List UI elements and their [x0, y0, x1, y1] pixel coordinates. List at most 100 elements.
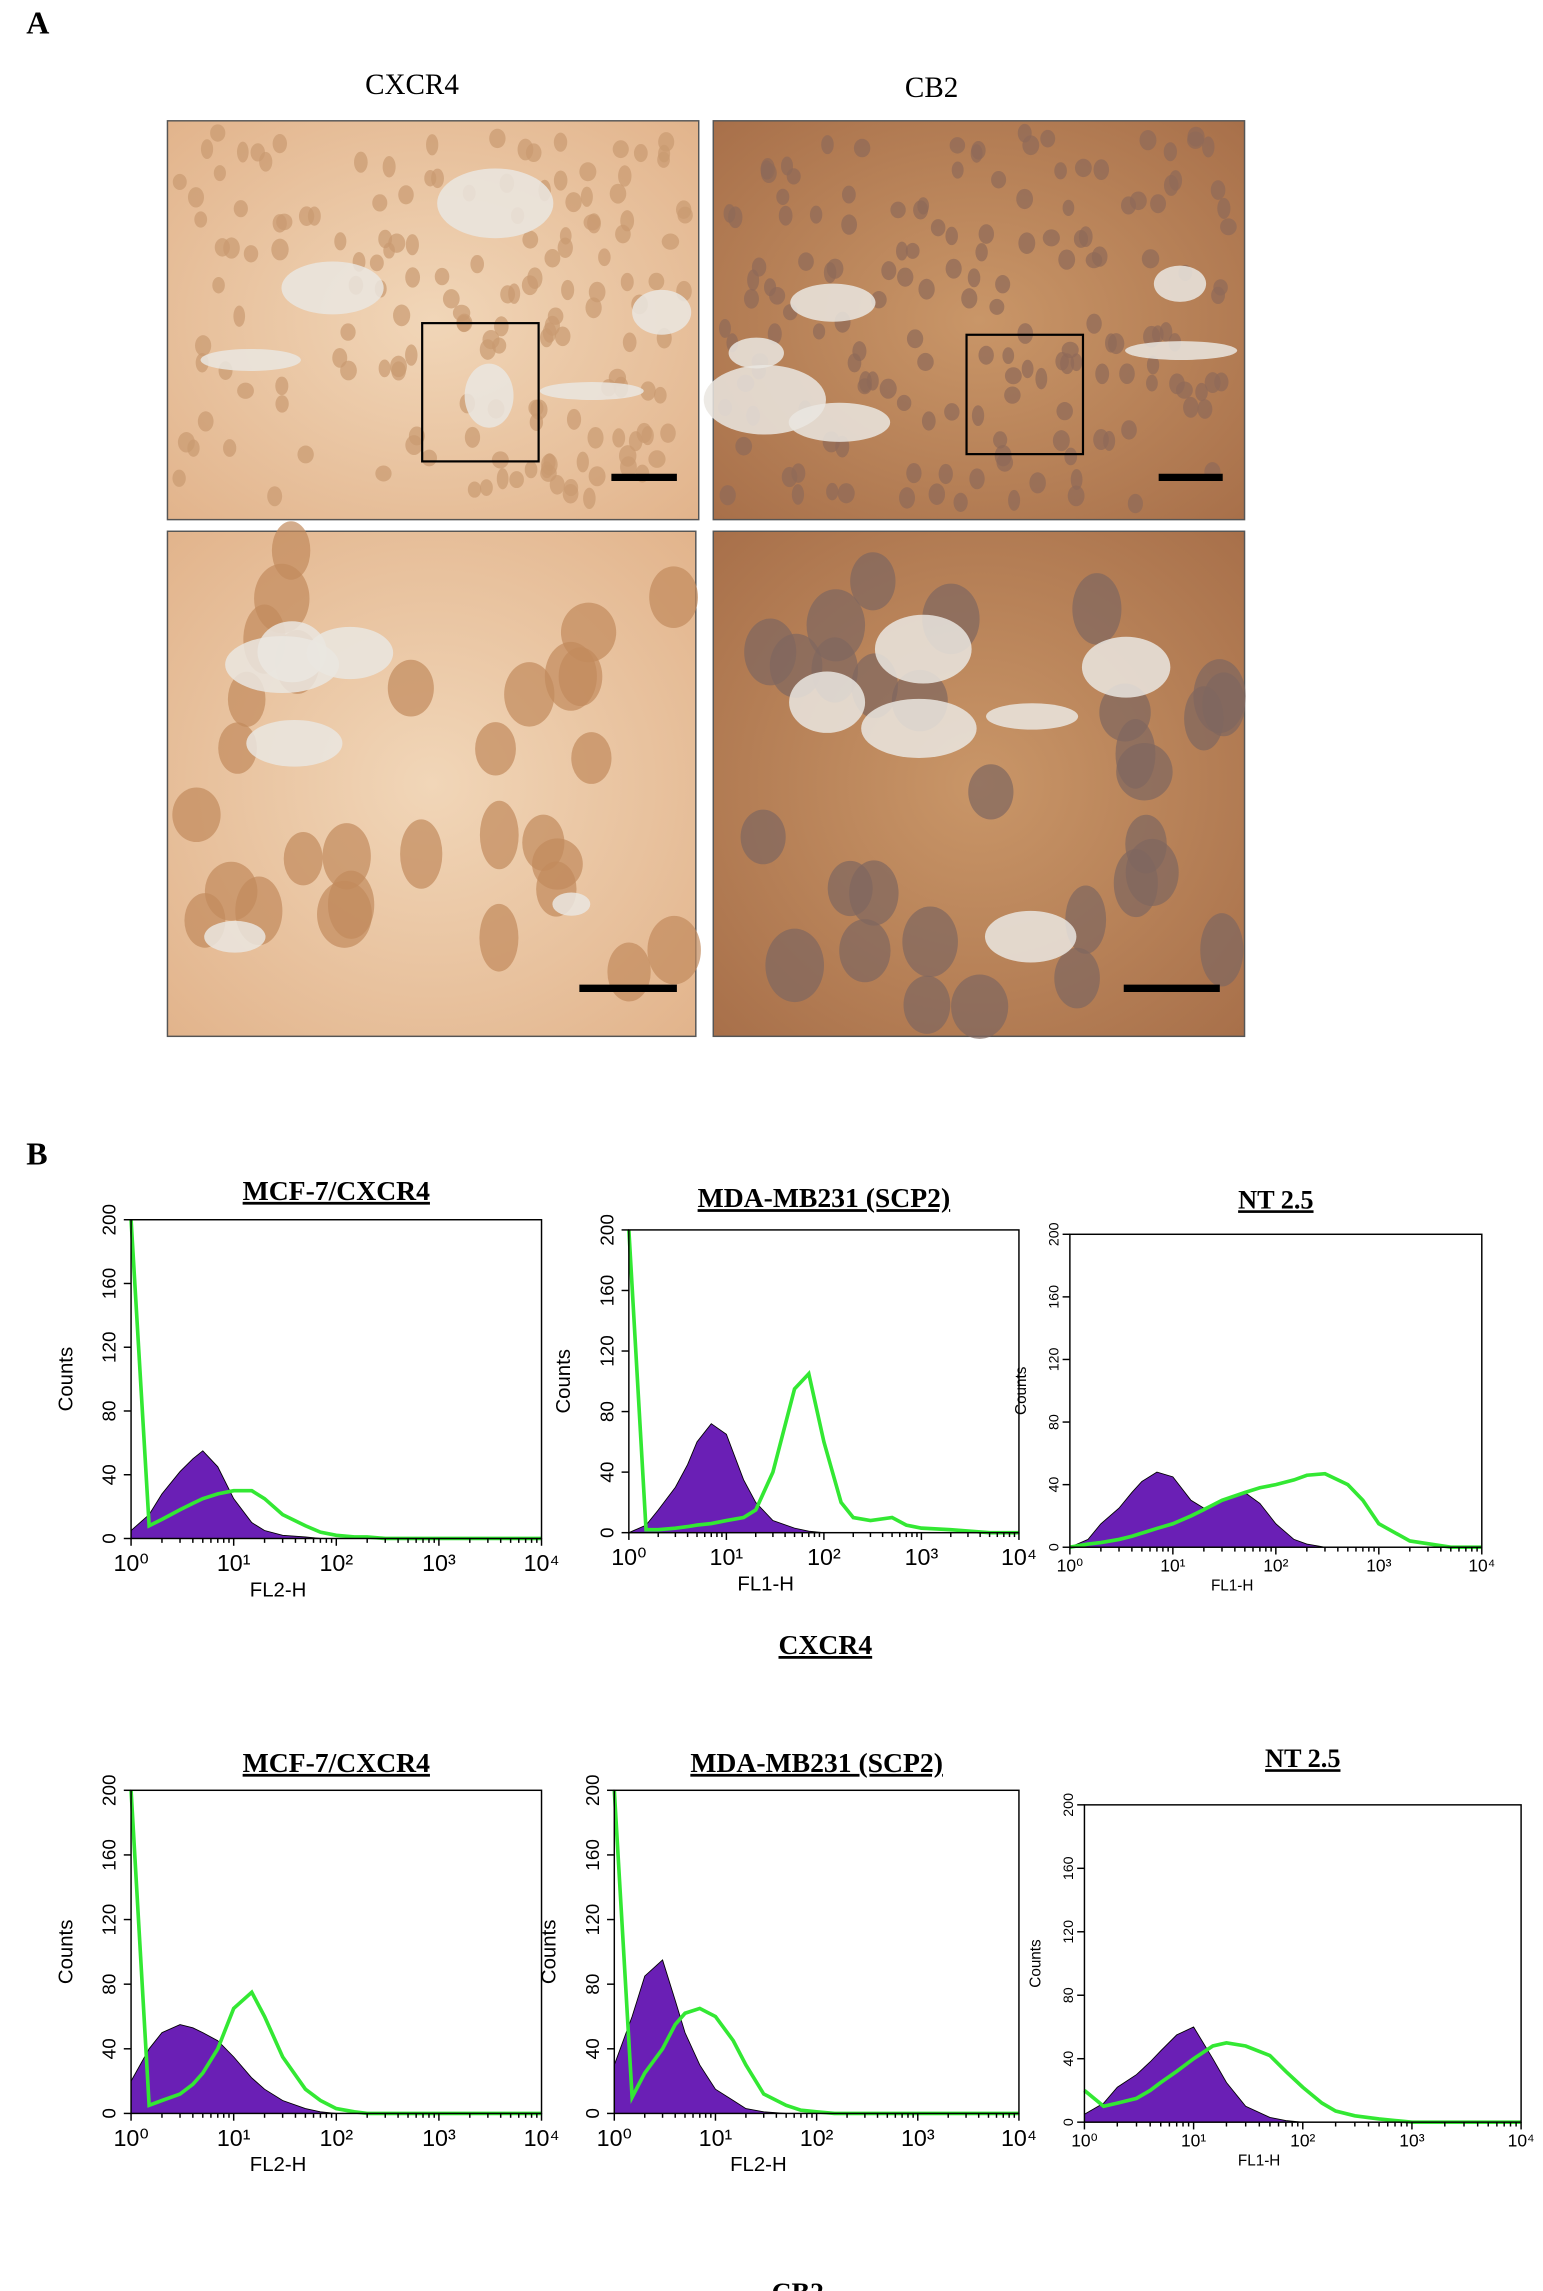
- cell-nucleus: [562, 483, 579, 504]
- cell-nucleus: [837, 483, 855, 504]
- panel-label: A: [26, 5, 49, 41]
- x-tick-label: 10²: [1290, 2130, 1315, 2150]
- cell-nucleus: [400, 819, 443, 889]
- cell-nucleus: [994, 444, 1012, 467]
- image-label: CXCR4: [365, 69, 459, 101]
- micrographs: [166, 120, 1246, 1039]
- cell-nucleus: [1202, 136, 1215, 158]
- histogram-line: [1069, 1471, 1482, 1550]
- cell-nucleus: [978, 345, 994, 365]
- cell-nucleus: [1058, 249, 1076, 270]
- cell-nucleus: [479, 339, 496, 360]
- cell-nucleus: [494, 316, 509, 337]
- cell-nucleus: [236, 141, 249, 163]
- cell-nucleus: [585, 297, 602, 319]
- x-tick-label: 10⁴: [524, 1550, 560, 1576]
- cell-nucleus: [580, 186, 593, 207]
- cell-nucleus: [648, 450, 666, 468]
- cell-nucleus: [765, 928, 825, 1003]
- y-tick-label: 120: [583, 1904, 604, 1936]
- cell-nucleus: [588, 466, 606, 487]
- x-tick-label: 10¹: [710, 1544, 744, 1570]
- x-tick-label: 10²: [800, 2125, 834, 2151]
- stroma: [1081, 636, 1171, 698]
- cell-nucleus: [218, 722, 257, 774]
- y-tick-label: 80: [100, 1974, 121, 1995]
- y-tick-label: 0: [597, 1527, 618, 1538]
- cell-nucleus: [283, 832, 323, 886]
- cell-nucleus: [1143, 325, 1161, 348]
- cell-nucleus: [172, 469, 186, 487]
- cell-nucleus: [271, 238, 289, 261]
- chart-title: NT 2.5: [1238, 1185, 1313, 1214]
- group-label: CB2: [772, 2277, 824, 2291]
- cell-nucleus: [576, 451, 589, 473]
- x-tick-label: 10¹: [217, 2125, 251, 2151]
- stroma: [246, 719, 343, 767]
- cell-nucleus: [938, 463, 953, 485]
- x-tick-label: 10²: [319, 2125, 353, 2151]
- cell-nucleus: [553, 132, 568, 152]
- x-tick-label: 10³: [901, 2125, 935, 2151]
- cell-nucleus: [778, 205, 793, 226]
- cell-nucleus: [528, 399, 544, 417]
- cell-nucleus: [812, 323, 826, 340]
- cell-nucleus: [1070, 468, 1083, 490]
- cell-nucleus: [821, 135, 834, 155]
- cell-nucleus: [398, 185, 414, 205]
- x-axis-label: FL2-H: [730, 2154, 787, 2176]
- cell-nucleus: [809, 205, 823, 224]
- y-tick-label: 80: [1046, 1414, 1062, 1430]
- cell-nucleus: [619, 445, 637, 467]
- cell-nucleus: [405, 234, 419, 256]
- y-tick-label: 200: [100, 1204, 121, 1236]
- cell-nucleus: [405, 344, 418, 366]
- y-tick-label: 40: [100, 2038, 121, 2059]
- x-tick-label: 10³: [905, 1544, 939, 1570]
- cell-nucleus: [588, 281, 606, 303]
- cell-nucleus: [372, 194, 388, 212]
- y-axis-label: Counts: [539, 1920, 561, 1985]
- cell-nucleus: [1055, 352, 1069, 371]
- histogram-chart: NT 2.5 0 40 80 120 160 200 10⁰ 10¹ 10² 10³ 10⁴ FL1-H…: [1013, 1185, 1495, 1594]
- cell-nucleus: [1035, 367, 1048, 390]
- cell-nucleus: [995, 275, 1011, 294]
- cell-nucleus: [491, 451, 509, 469]
- cell-nucleus: [827, 860, 873, 917]
- cell-nucleus: [214, 238, 230, 257]
- y-tick-label: 200: [583, 1775, 604, 1807]
- cell-nucleus: [172, 173, 187, 191]
- y-tick-label: 80: [1061, 1987, 1077, 2003]
- cell-nucleus: [1062, 199, 1075, 217]
- cell-nucleus: [1004, 367, 1022, 385]
- cell-nucleus: [571, 732, 612, 784]
- cell-nucleus: [275, 376, 289, 396]
- cell-nucleus: [841, 185, 856, 204]
- y-tick-label: 40: [1061, 2051, 1077, 2067]
- cell-nucleus: [744, 618, 797, 686]
- cell-nucleus: [565, 192, 582, 213]
- cell-nucleus: [853, 138, 871, 158]
- cell-nucleus: [544, 315, 560, 336]
- y-tick-label: 200: [597, 1214, 618, 1246]
- cell-nucleus: [1091, 246, 1108, 267]
- y-tick-label: 0: [583, 2108, 604, 2119]
- cell-nucleus: [967, 268, 981, 288]
- x-tick-label: 10¹: [1160, 1555, 1185, 1575]
- stroma: [874, 614, 972, 684]
- histogram-chart: NT 2.5 0 40 80 120 160 200 10⁰ 10¹ 10² 10³ 10⁴ FL1-H…: [1027, 1744, 1534, 2169]
- y-tick-label: 40: [597, 1462, 618, 1483]
- stroma: [789, 671, 866, 733]
- y-tick-label: 160: [100, 1268, 121, 1300]
- cell-nucleus: [1217, 197, 1231, 219]
- cell-nucleus: [504, 662, 555, 727]
- cell-nucleus: [917, 352, 934, 371]
- cell-nucleus: [297, 445, 314, 464]
- cell-nucleus: [951, 161, 964, 179]
- stroma: [632, 289, 692, 335]
- cell-nucleus: [317, 880, 372, 948]
- cell-nucleus: [993, 431, 1008, 449]
- panel-label: B: [26, 1135, 47, 1171]
- x-tick-label: 10⁰: [113, 2125, 148, 2151]
- cell-nucleus: [640, 381, 656, 401]
